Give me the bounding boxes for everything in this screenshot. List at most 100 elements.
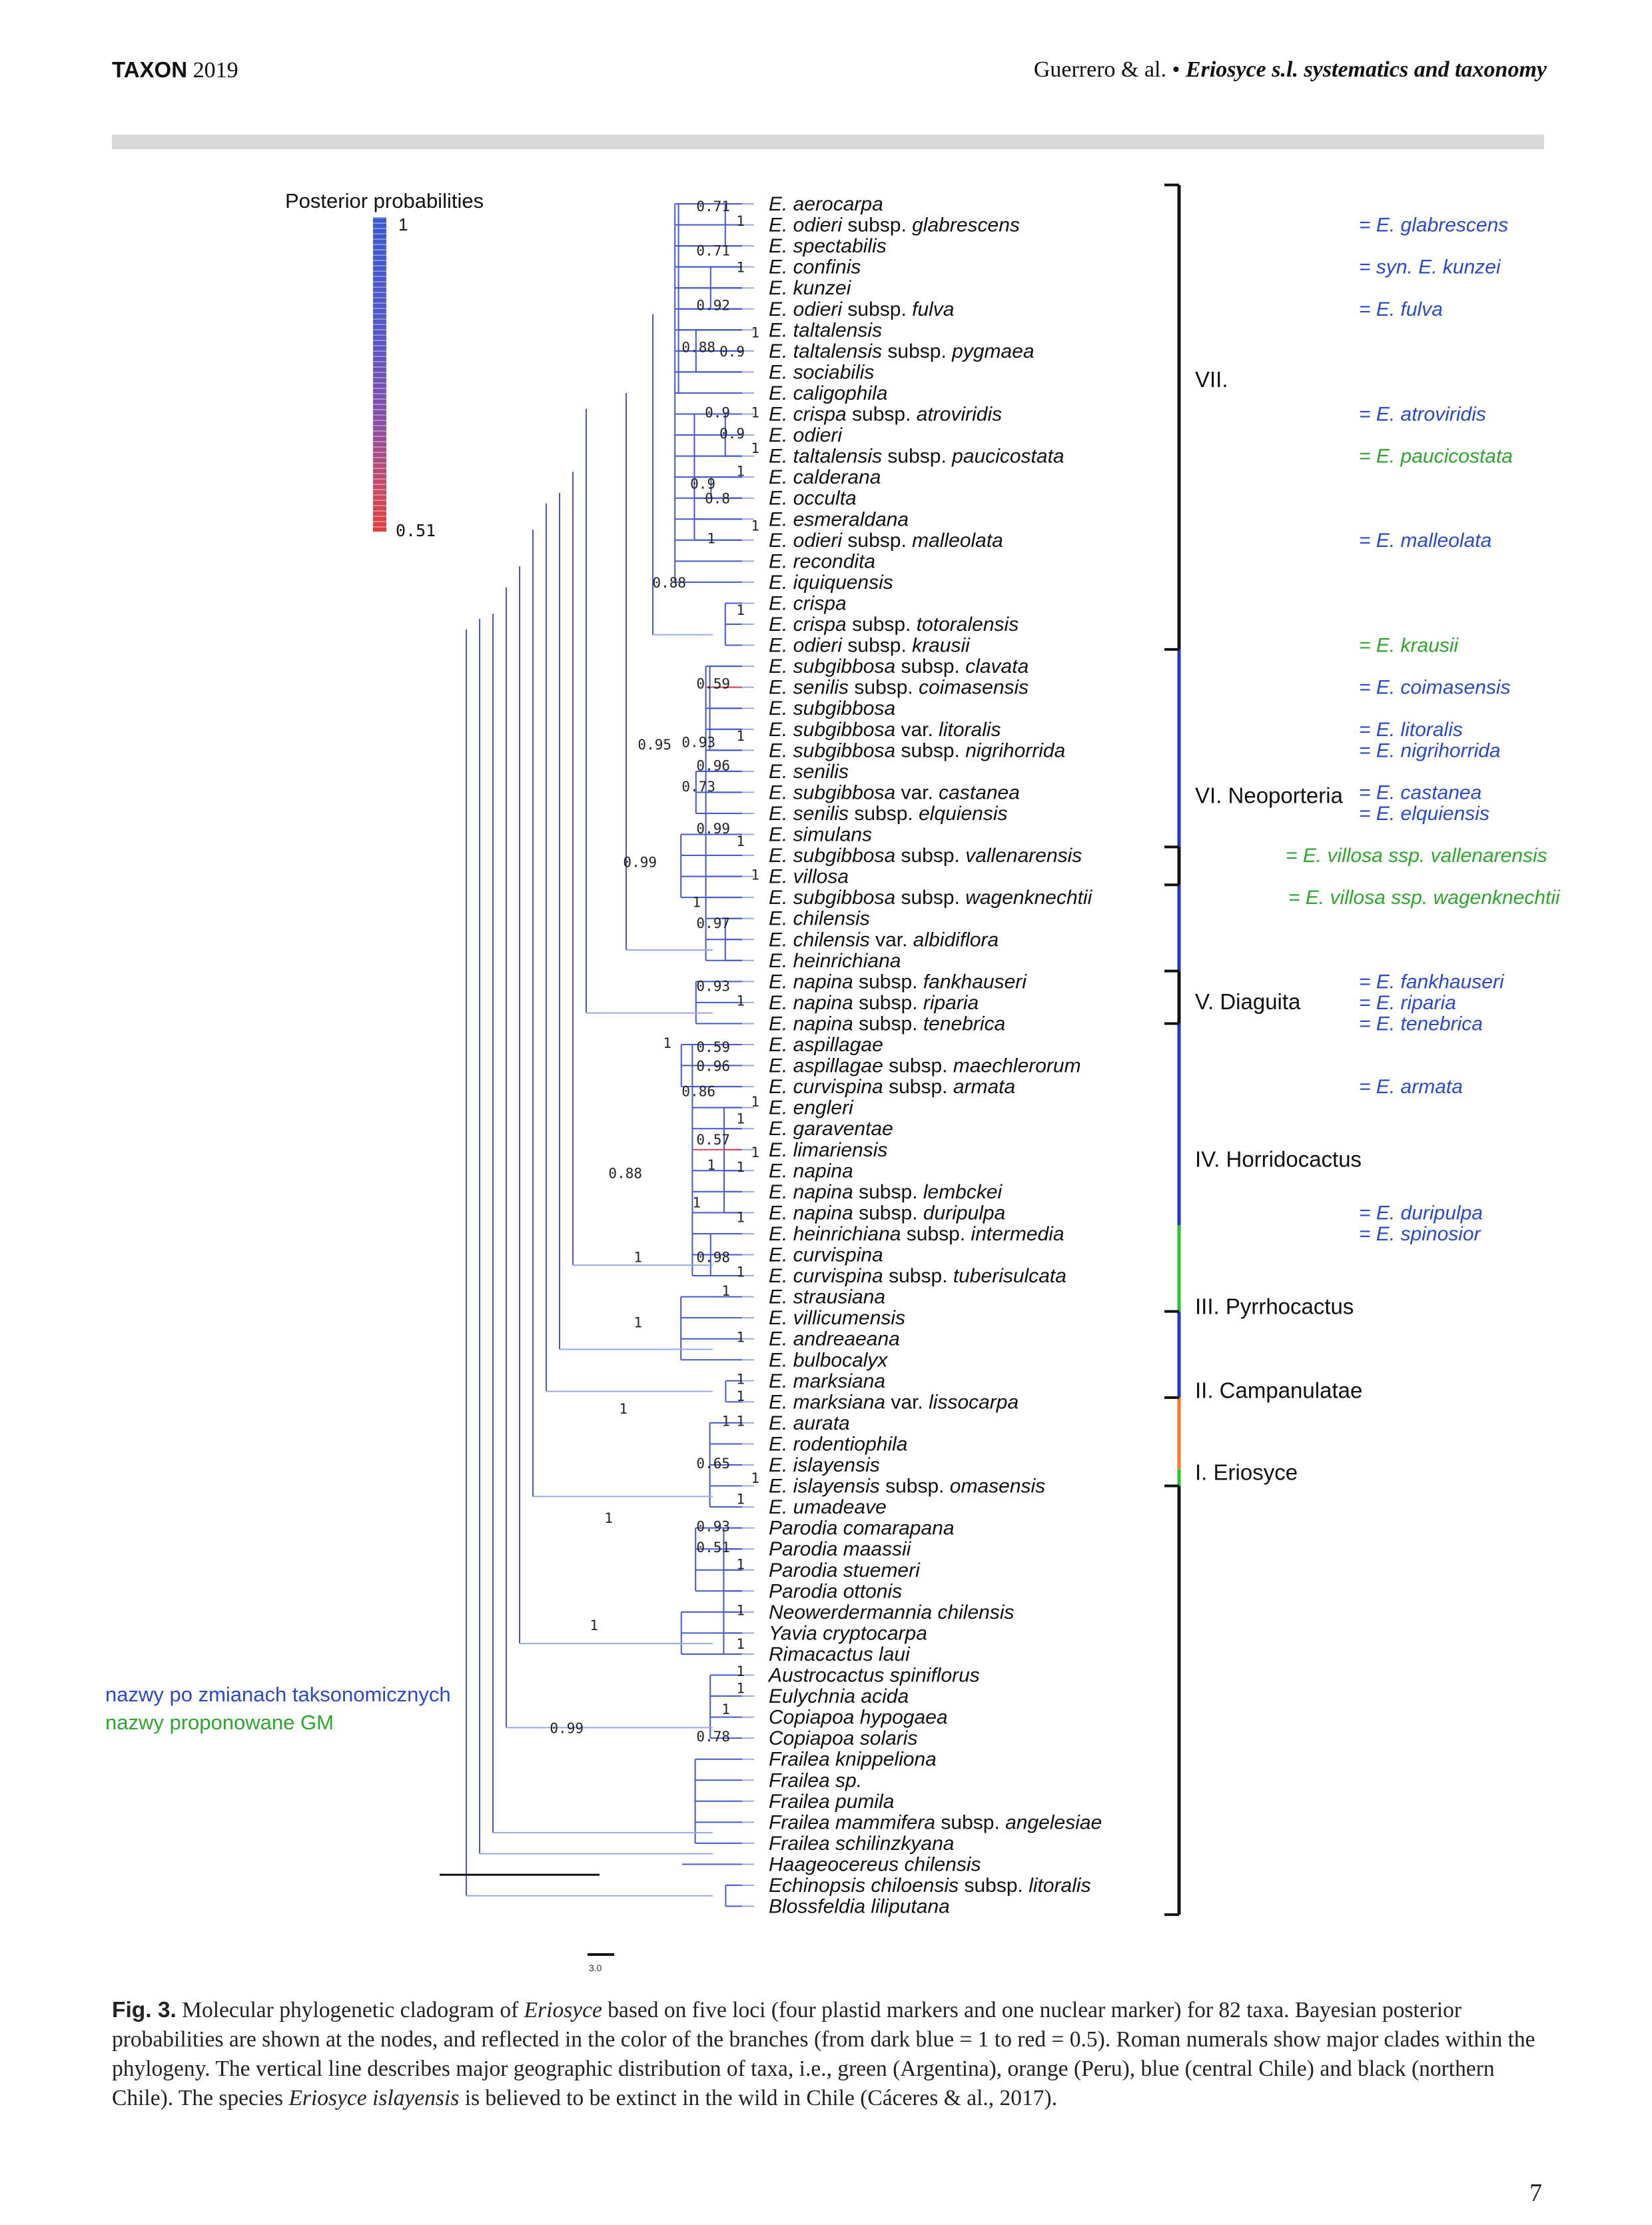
taxon-label: Eulychnia acida xyxy=(769,1685,909,1707)
taxon-label: E. odieri xyxy=(769,424,843,446)
node-support-label: 1 xyxy=(604,1510,613,1526)
taxon-label: Rimacactus laui xyxy=(769,1643,911,1665)
synonym-note: = E. krausii xyxy=(1359,635,1459,657)
taxon-label: Parodia ottonis xyxy=(769,1580,902,1602)
taxon-label: E. iquiquensis xyxy=(769,572,893,594)
node-support-label: 0.71 xyxy=(696,242,730,258)
taxon-label: E. subgibbosa var. litoralis xyxy=(769,719,1001,741)
taxon-label: E. aspillagae subsp. maechlerorum xyxy=(769,1055,1081,1077)
taxon-label: E. subgibbosa subsp. clavata xyxy=(769,656,1029,677)
taxon-label: E. aspillagae xyxy=(769,1034,883,1056)
node-support-label: 1 xyxy=(707,1157,715,1173)
legend-green-text: nazwy proponowane GM xyxy=(105,1711,334,1734)
node-support-label: 1 xyxy=(736,1372,745,1388)
node-support-label: 1 xyxy=(751,404,759,420)
taxon-label: Neowerdermannia chilensis xyxy=(769,1601,1015,1623)
node-support-label: 0.9 xyxy=(690,476,715,492)
taxon-label: Copiapoa solaris xyxy=(769,1727,917,1749)
taxon-label: E. senilis subsp. coimasensis xyxy=(769,677,1029,699)
taxon-label: E. aurata xyxy=(769,1412,850,1434)
node-support-label: 1 xyxy=(721,1283,730,1299)
node-support-label: 0.96 xyxy=(696,757,730,773)
node-support-label: 0.65 xyxy=(696,1456,730,1472)
colorbar-gradient xyxy=(373,217,386,532)
taxon-label: Parodia comarapana xyxy=(769,1518,955,1540)
header-separator: • xyxy=(1172,57,1180,82)
taxon-label: E. napina subsp. lembckei xyxy=(769,1181,1003,1203)
node-support-label: 1 xyxy=(707,531,715,547)
taxon-label: Frailea mammifera subsp. angelesiae xyxy=(769,1811,1102,1833)
taxon-label: E. confinis xyxy=(769,256,861,278)
taxon-label: E. chilensis xyxy=(769,908,870,930)
caption-text-1: Molecular phylogenetic cladogram of xyxy=(176,1998,524,2022)
node-support-label: 0.86 xyxy=(681,1083,715,1099)
node-support-label: 1 xyxy=(736,1210,745,1226)
synonym-note: = E. fankhauseri xyxy=(1359,971,1505,993)
node-support-label: 0.59 xyxy=(696,1039,730,1055)
node-support-label: 0.99 xyxy=(696,821,730,837)
synonym-note: = E. coimasensis xyxy=(1359,677,1511,699)
node-support-label: 0.95 xyxy=(637,737,671,753)
node-support-label: 0.88 xyxy=(681,340,715,356)
taxon-label: Frailea sp. xyxy=(769,1769,862,1791)
node-support-label: 1 xyxy=(736,993,745,1009)
running-header-left: TAXON 2019 xyxy=(112,57,238,83)
node-support-label: 1 xyxy=(751,867,759,883)
clade-label: III. Pyrrhocactus xyxy=(1195,1294,1354,1318)
taxon-label: E. umadeave xyxy=(769,1496,887,1518)
node-support-label: 1 xyxy=(736,1264,745,1280)
node-support-label: 1 xyxy=(751,1094,759,1110)
taxon-label: Yavia cryptocarpa xyxy=(769,1622,927,1644)
taxon-label: E. crispa subsp. totoralensis xyxy=(769,614,1019,636)
synonym-note: = E. malleolata xyxy=(1359,530,1491,552)
taxon-label: Copiapoa hypogaea xyxy=(769,1707,948,1729)
clade-label: II. Campanulatae xyxy=(1195,1378,1362,1403)
legend-blue-text: nazwy po zmianach taksonomicznych xyxy=(105,1683,451,1706)
taxon-label: E. taltalensis subsp. paucicostata xyxy=(769,446,1064,468)
taxon-label: E. subgibbosa subsp. wagenknechtii xyxy=(769,887,1093,909)
taxon-label: E. napina subsp. duripulpa xyxy=(769,1202,1005,1224)
taxon-label: E. villosa xyxy=(769,866,849,888)
taxon-label: Parodia stuemeri xyxy=(769,1559,921,1581)
taxon-label: E. calderana xyxy=(769,466,881,488)
node-support-label: 1 xyxy=(736,833,745,849)
node-support-label: 0.96 xyxy=(696,1059,730,1075)
clade-label: VII. xyxy=(1195,367,1228,392)
taxon-label: E. garaventae xyxy=(769,1118,893,1140)
node-support-label: 0.92 xyxy=(696,297,730,313)
taxon-label: E. esmeraldana xyxy=(769,508,909,530)
taxon-label: Echinopsis chiloensis subsp. litoralis xyxy=(769,1875,1091,1897)
node-support-label: 1 xyxy=(736,1330,745,1346)
node-support-label: 1 xyxy=(736,1388,745,1404)
synonym-note: = E. tenebrica xyxy=(1359,1013,1483,1035)
taxon-label: Frailea knippeliona xyxy=(769,1749,937,1771)
node-support-label: 0.9 xyxy=(719,426,745,442)
taxon-label: E. marksiana xyxy=(769,1370,885,1392)
taxon-label: E. taltalensis subsp. pygmaea xyxy=(769,340,1034,362)
figure-caption: Fig. 3. Molecular phylogenetic cladogram… xyxy=(112,1996,1544,2113)
node-support-label: 1 xyxy=(736,464,745,480)
taxon-label: Parodia maassii xyxy=(769,1538,912,1560)
node-support-label: 1 xyxy=(736,1491,745,1507)
taxon-label: Frailea pumila xyxy=(769,1791,894,1813)
taxon-label: E. odieri subsp. fulva xyxy=(769,298,955,320)
taxon-label: E. sociabilis xyxy=(769,361,874,383)
taxon-label: E. aerocarpa xyxy=(769,193,883,215)
taxon-label: E. strausiana xyxy=(769,1286,885,1308)
taxon-label: E. andreaeana xyxy=(769,1328,900,1350)
node-support-label: 1 xyxy=(736,1159,745,1175)
node-support-label: 1 xyxy=(692,1195,701,1211)
taxon-label: E. bulbocalyx xyxy=(769,1349,888,1371)
taxon-label: E. subgibbosa var. castanea xyxy=(769,781,1020,803)
synonym-note: = syn. E. kunzei xyxy=(1359,256,1501,278)
synonym-note: = E. atroviridis xyxy=(1359,404,1486,426)
taxon-label: E. villicumensis xyxy=(769,1307,905,1329)
node-support-label: 0.9 xyxy=(705,404,730,420)
synonym-note: = E. villosa ssp. wagenknechtii xyxy=(1288,887,1561,909)
taxon-label: E. odieri subsp. glabrescens xyxy=(769,215,1020,236)
synonym-note: = E. paucicostata xyxy=(1359,446,1513,468)
synonym-note: = E. elquiensis xyxy=(1359,803,1489,825)
taxon-label: E. heinrichiana subsp. intermedia xyxy=(769,1223,1064,1245)
taxon-label: E. subgibbosa subsp. nigrihorrida xyxy=(769,739,1065,761)
node-support-label: 1 xyxy=(633,1250,642,1266)
